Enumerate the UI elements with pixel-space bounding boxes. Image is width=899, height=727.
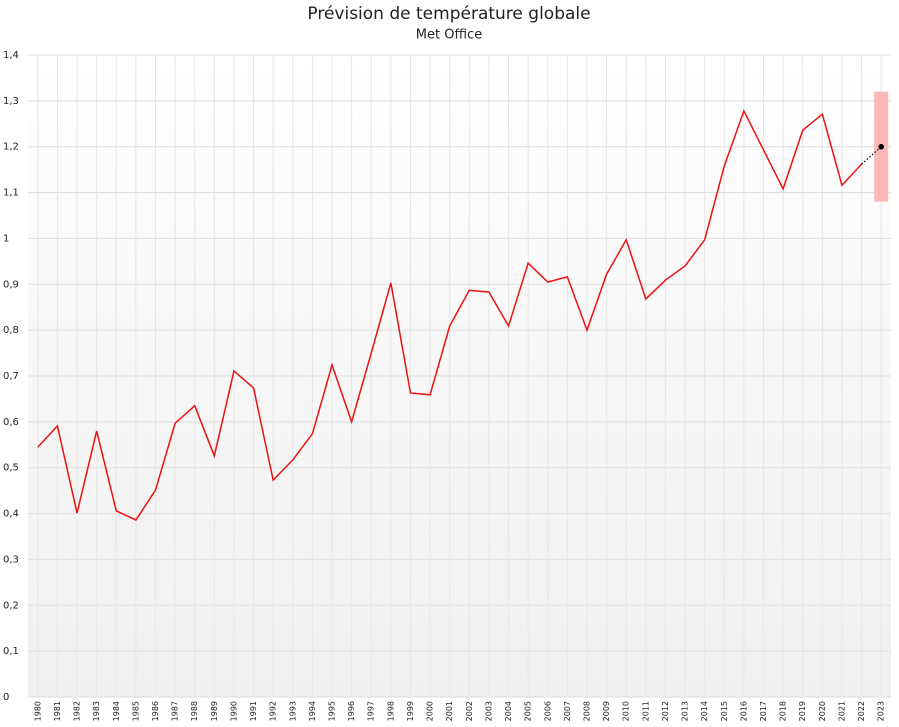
x-tick-label: 2009 — [602, 701, 611, 721]
y-tick-label: 1 — [3, 233, 9, 244]
x-tick-label: 2020 — [818, 701, 827, 721]
x-tick-label: 2018 — [779, 701, 788, 721]
x-tick-label: 1982 — [73, 701, 82, 721]
x-tick-label: 2015 — [720, 701, 729, 721]
line-series — [37, 109, 863, 521]
x-tick-label: 1988 — [190, 701, 199, 721]
x-tick-label: 2014 — [700, 701, 709, 721]
x-tick-label: 1986 — [151, 701, 160, 721]
x-tick-label: 1984 — [112, 701, 121, 721]
y-tick-label: 0,9 — [3, 279, 19, 290]
x-tick-label: 2021 — [837, 701, 846, 721]
x-tick-label: 1995 — [328, 701, 337, 721]
x-tick-label: 2006 — [543, 701, 552, 721]
x-tick-label: 1989 — [210, 701, 219, 721]
y-tick-label: 0,6 — [3, 417, 19, 428]
x-tick-label: 1996 — [347, 701, 356, 721]
y-tick-label: 1,2 — [3, 142, 19, 153]
x-tick-label: 2008 — [582, 701, 591, 721]
x-tick-label: 1985 — [131, 701, 140, 721]
x-tick-label: 2019 — [798, 701, 807, 721]
y-tick-label: 1,3 — [3, 96, 19, 107]
x-tick-label: 2017 — [759, 701, 768, 721]
chart-subtitle: Met Office — [416, 28, 482, 43]
y-tick-label: 1,1 — [3, 188, 19, 199]
x-tick-label: 1981 — [53, 701, 62, 721]
y-tick-label: 0,5 — [3, 463, 19, 474]
x-tick-label: 2023 — [877, 701, 886, 721]
x-tick-label: 2003 — [484, 701, 493, 721]
x-tick-label: 1999 — [406, 701, 415, 721]
x-tick-label: 1998 — [386, 701, 395, 721]
x-tick-label: 2000 — [426, 701, 435, 721]
x-tick-label: 1997 — [367, 701, 376, 721]
line-series — [861, 146, 882, 165]
y-tick-label: 0,3 — [3, 554, 19, 565]
x-tick-label: 2012 — [661, 701, 670, 721]
x-tick-label: 2013 — [681, 701, 690, 721]
chart-title: Prévision de température globale — [307, 4, 590, 24]
y-tick-label: 0,2 — [3, 600, 19, 611]
x-tick-label: 2007 — [563, 701, 572, 721]
x-tick-label: 1987 — [171, 701, 180, 721]
x-tick-label: 2010 — [622, 701, 631, 721]
x-tick-label: 1990 — [229, 701, 238, 721]
x-tick-label: 1980 — [33, 701, 42, 721]
x-tick-label: 1983 — [92, 701, 101, 721]
y-tick-label: 0,4 — [3, 509, 19, 520]
x-tick-label: 1994 — [308, 701, 317, 721]
x-tick-label: 1992 — [269, 701, 278, 721]
x-tick-label: 2005 — [524, 701, 533, 721]
x-tick-label: 2002 — [465, 701, 474, 721]
x-tick-label: 2016 — [739, 701, 748, 721]
x-tick-label: 2004 — [504, 701, 513, 721]
x-tick-label: 2001 — [445, 701, 454, 721]
y-tick-label: 0,7 — [3, 371, 19, 382]
y-tick-label: 0,1 — [3, 646, 19, 657]
y-tick-label: 0,8 — [3, 325, 19, 336]
x-tick-label: 2022 — [857, 701, 866, 721]
y-tick-label: 0 — [3, 692, 9, 703]
x-tick-label: 1993 — [288, 701, 297, 721]
x-tick-label: 1991 — [249, 701, 258, 721]
x-tick-label: 2011 — [641, 701, 650, 721]
y-tick-label: 1,4 — [3, 50, 19, 61]
forecast-point — [878, 143, 884, 150]
